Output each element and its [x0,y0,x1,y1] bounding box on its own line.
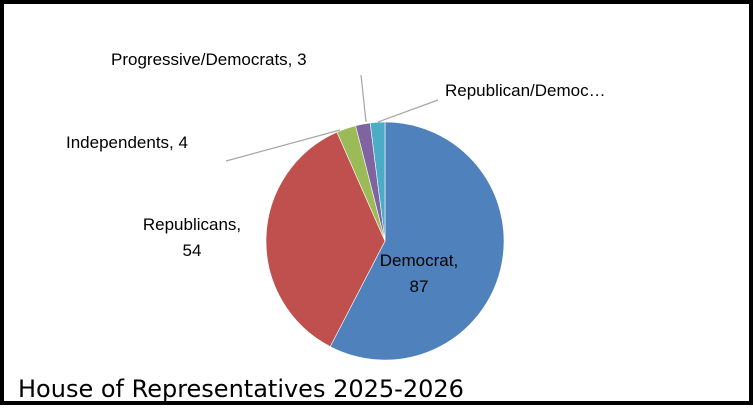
data-label-republicans: Republicans, 54 [143,215,241,260]
pie-slice-republican-democ [369,121,386,242]
chart-title: House of Representatives 2025-2026 [18,375,464,403]
data-label-republican-democ: Republican/Democ… [445,81,606,100]
data-label-democrat: Democrat, 87 [380,251,458,296]
data-label-progressive-democrats: Progressive/Democrats, 3 [111,50,307,69]
pie-slice-republicans [265,131,386,348]
data-label-independents: Independents, 4 [66,133,188,152]
leader-line-independents [225,129,341,162]
leader-line-republican-democ [377,99,439,123]
pie-chart: Democrat, 87 Republicans, 54 Independents, 4… [18,50,606,403]
pie-slice-democrat [329,121,505,361]
leader-line-progressive-democrats [360,74,367,123]
